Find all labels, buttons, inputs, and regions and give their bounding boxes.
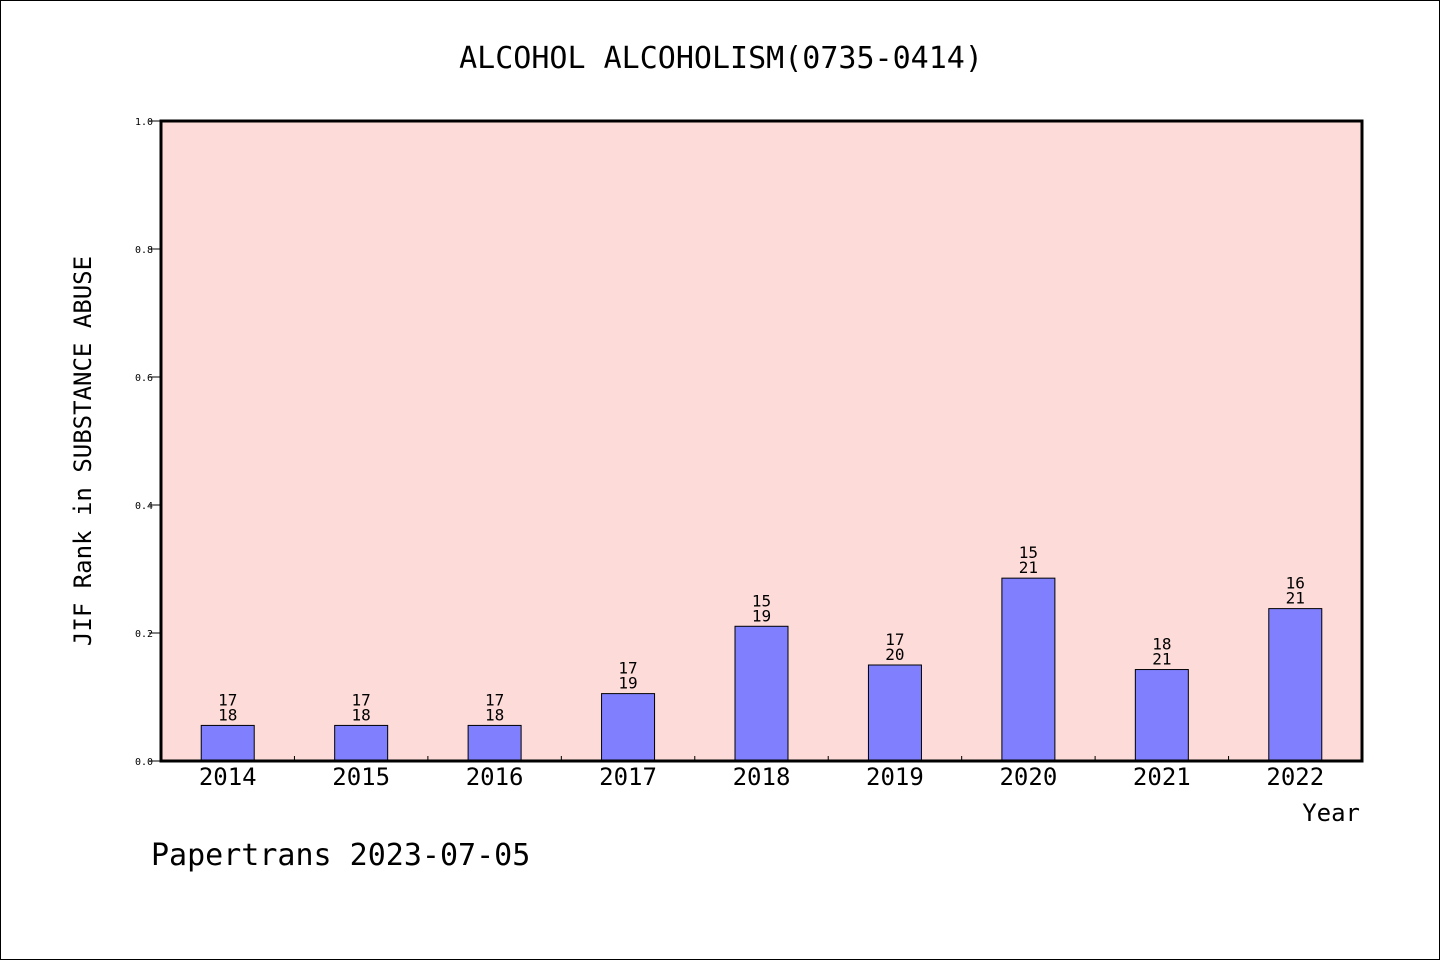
y-tick-label: 0.4 <box>135 501 153 512</box>
bar-2020 <box>1001 577 1056 762</box>
bar-label-total-2017: 19 <box>618 674 637 693</box>
bar-label-total-2015: 18 <box>352 705 371 724</box>
x-tick-label-2015: 2015 <box>332 763 390 791</box>
y-tick-label: 1.0 <box>135 117 153 128</box>
plot-border <box>159 119 1364 763</box>
y-tick-label: 0.8 <box>135 245 153 256</box>
x-tick-label-2017: 2017 <box>599 763 657 791</box>
y-axis-label: JIF Rank in SUBSTANCE ABUSE <box>69 256 97 646</box>
bar-2014 <box>200 724 255 762</box>
bar-2018 <box>734 625 789 762</box>
bar-label-rank-2021: 18 <box>1152 635 1171 654</box>
x-tick-label-2016: 2016 <box>466 763 524 791</box>
chart-title: ALCOHOL ALCOHOLISM(0735-0414) <box>459 41 983 76</box>
bar-label-rank-2022: 16 <box>1286 574 1305 593</box>
y-tick-label: 0.0 <box>135 757 153 768</box>
bar-2019 <box>867 664 922 762</box>
bar-2022 <box>1268 608 1323 762</box>
x-tick-label-2018: 2018 <box>733 763 791 791</box>
bar-2015 <box>334 724 389 762</box>
axis-ticks-group: 2014 2015 2016 2017 2018 2019 2020 2021 20220.00… <box>135 117 1324 791</box>
y-tick-label: 0.6 <box>135 373 153 384</box>
bar-label-rank-2014: 17 <box>218 690 237 709</box>
bar-label-total-2014: 18 <box>218 705 237 724</box>
bar-2017 <box>601 693 656 762</box>
bar-label-total-2021: 21 <box>1152 650 1171 669</box>
footer-credit: Papertrans 2023-07-05 <box>151 838 530 873</box>
x-tick-label-2014: 2014 <box>199 763 257 791</box>
x-tick-label-2019: 2019 <box>866 763 924 791</box>
bar-label-total-2022: 21 <box>1286 589 1305 608</box>
bar-label-rank-2018: 15 <box>752 591 771 610</box>
bar-label-rank-2015: 17 <box>352 690 371 709</box>
x-tick-label-2021: 2021 <box>1133 763 1191 791</box>
bar-label-total-2020: 21 <box>1019 558 1038 577</box>
bar-label-total-2016: 18 <box>485 705 504 724</box>
bar-2021 <box>1134 669 1189 762</box>
bar-2016 <box>467 724 522 762</box>
bar-label-rank-2020: 15 <box>1019 543 1038 562</box>
bar-label-total-2019: 20 <box>885 645 904 664</box>
bar-label-rank-2019: 17 <box>885 630 904 649</box>
x-tick-label-2020: 2020 <box>999 763 1057 791</box>
y-tick-label: 0.2 <box>135 629 153 640</box>
x-tick-label-2022: 2022 <box>1266 763 1324 791</box>
bar-label-total-2018: 19 <box>752 606 771 625</box>
x-axis-label: Year <box>1302 799 1360 827</box>
bar-label-rank-2017: 17 <box>618 659 637 678</box>
bar-label-rank-2016: 17 <box>485 690 504 709</box>
